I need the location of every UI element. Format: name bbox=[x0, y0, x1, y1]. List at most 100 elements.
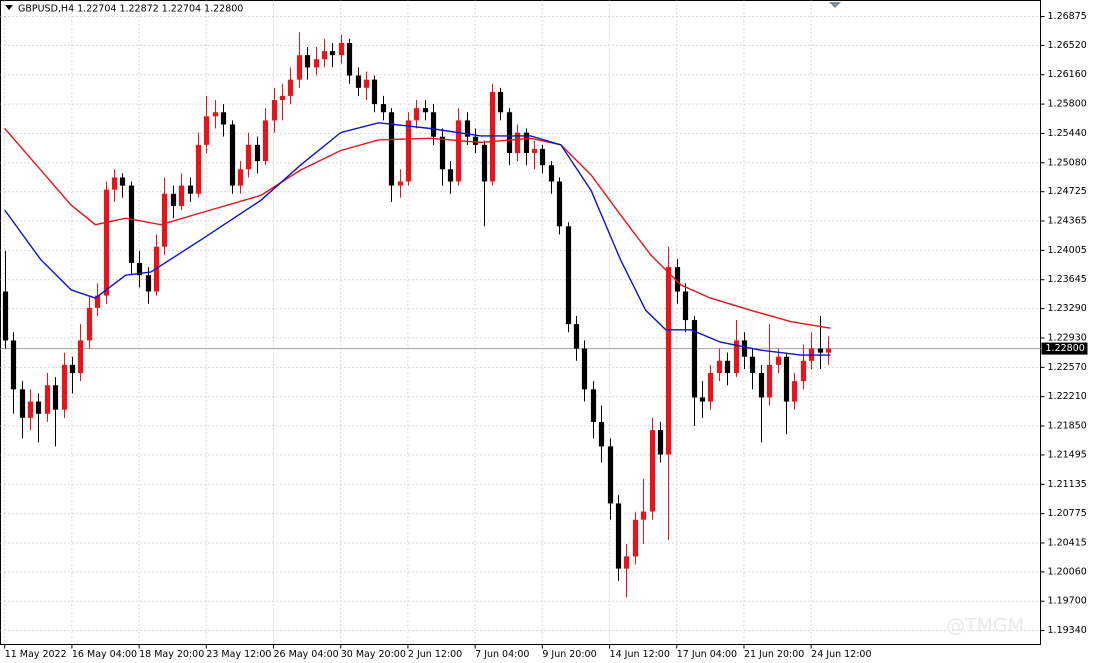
candle-body bbox=[187, 185, 194, 194]
x-tick-label: 30 May 20:00 bbox=[341, 649, 406, 660]
candle-body bbox=[657, 430, 664, 455]
x-tick-label: 14 Jun 12:00 bbox=[610, 649, 670, 660]
x-tick-label: 21 Jun 20:00 bbox=[744, 649, 804, 660]
y-tick-label: 1.25800 bbox=[1048, 99, 1087, 110]
candle-body bbox=[791, 381, 798, 402]
x-tick-label: 18 May 20:00 bbox=[139, 649, 204, 660]
y-tick-label: 1.22210 bbox=[1048, 391, 1087, 402]
candle-body bbox=[464, 120, 471, 137]
candle-body bbox=[472, 136, 479, 145]
candle-body bbox=[817, 348, 824, 353]
axes: 1.26875 1.26520 1.26160 1.25800 1.25440 1.250… bbox=[4, 11, 1088, 660]
x-tick-label: 16 May 04:00 bbox=[72, 649, 137, 660]
candle-body bbox=[10, 340, 17, 390]
y-tick-label: 1.21850 bbox=[1048, 421, 1087, 432]
candle-body bbox=[61, 364, 68, 410]
candle-body bbox=[825, 348, 832, 353]
y-tick-label: 1.22930 bbox=[1048, 332, 1087, 343]
candle-body bbox=[733, 340, 740, 374]
candle-body bbox=[296, 55, 303, 80]
candle-body bbox=[649, 430, 656, 512]
candle-body bbox=[699, 397, 706, 402]
y-tick-label: 1.19700 bbox=[1048, 596, 1087, 607]
candle-body bbox=[86, 307, 93, 341]
x-tick-label: 11 May 2022 bbox=[5, 649, 67, 660]
candle-body bbox=[439, 136, 446, 170]
y-tick-label: 1.21135 bbox=[1048, 479, 1087, 490]
candle-body bbox=[103, 189, 110, 296]
y-tick-label: 1.24725 bbox=[1048, 186, 1087, 197]
candle-body bbox=[640, 511, 647, 520]
candle-body bbox=[800, 360, 807, 382]
candle-body bbox=[2, 291, 9, 341]
candle-body bbox=[514, 132, 521, 153]
y-tick-label: 1.19340 bbox=[1048, 625, 1087, 636]
candle-body bbox=[489, 91, 496, 182]
x-tick-label: 2 Jun 12:00 bbox=[408, 649, 462, 660]
shift-marker[interactable] bbox=[829, 2, 841, 8]
candle-body bbox=[749, 356, 756, 374]
plot-frame bbox=[0, 0, 1041, 645]
y-tick-label: 1.23645 bbox=[1048, 274, 1087, 285]
candle-body bbox=[279, 95, 286, 101]
candle-body bbox=[556, 181, 563, 227]
y-tick-label: 1.20775 bbox=[1048, 508, 1087, 519]
candle-body bbox=[94, 295, 101, 308]
candle-body bbox=[203, 116, 210, 145]
x-tick-label: 23 May 12:00 bbox=[206, 649, 271, 660]
candle-body bbox=[615, 503, 622, 569]
candle-body bbox=[783, 356, 790, 402]
candle-body bbox=[212, 112, 219, 117]
candle-body bbox=[716, 360, 723, 374]
y-tick-label: 1.23290 bbox=[1048, 303, 1087, 314]
candle-body bbox=[691, 320, 698, 398]
candle-body bbox=[338, 42, 345, 56]
candle-body bbox=[758, 373, 765, 398]
candle-body bbox=[430, 112, 437, 137]
menu-arrow[interactable] bbox=[5, 5, 13, 10]
candle-body bbox=[245, 144, 252, 170]
candle-body bbox=[539, 148, 546, 166]
candle-body bbox=[497, 91, 504, 113]
candle-body bbox=[128, 185, 135, 264]
candle-body bbox=[623, 556, 630, 569]
y-tick-label: 1.26875 bbox=[1048, 11, 1087, 22]
candle-body bbox=[455, 120, 462, 182]
candle-body bbox=[329, 51, 336, 56]
candle-body bbox=[170, 193, 177, 206]
candle-body bbox=[573, 324, 580, 349]
y-tick-label: 1.21495 bbox=[1048, 449, 1087, 460]
candle-body bbox=[346, 42, 353, 76]
candle-body bbox=[682, 291, 689, 321]
candle-body bbox=[707, 373, 714, 402]
candle-body bbox=[481, 144, 488, 182]
candle-body bbox=[111, 177, 118, 190]
candle-body bbox=[523, 132, 530, 153]
moving-average bbox=[4, 128, 831, 329]
candle-body bbox=[590, 389, 597, 422]
moving-average bbox=[4, 122, 831, 356]
x-tick-label: 24 Jun 12:00 bbox=[811, 649, 871, 660]
watermark: @TMGM bbox=[946, 615, 1024, 637]
candle-body bbox=[19, 389, 26, 418]
candle-body bbox=[598, 421, 605, 447]
candle-body bbox=[581, 348, 588, 390]
candle-body bbox=[52, 385, 59, 410]
x-tick-label: 9 Jun 20:00 bbox=[542, 649, 596, 660]
y-tick-label: 1.22570 bbox=[1048, 362, 1087, 373]
candle-body bbox=[766, 364, 773, 398]
candle-body bbox=[405, 120, 412, 182]
candle-body bbox=[262, 120, 269, 162]
candle-body bbox=[506, 112, 513, 153]
y-tick-label: 1.26160 bbox=[1048, 69, 1087, 80]
candle-body bbox=[35, 401, 42, 414]
grid bbox=[0, 0, 1041, 645]
candle-body bbox=[548, 165, 555, 182]
candle-body bbox=[304, 55, 311, 68]
candle-body bbox=[380, 104, 387, 113]
candle-body bbox=[355, 75, 362, 88]
y-tick-label: 1.25440 bbox=[1048, 128, 1087, 139]
y-tick-label: 1.25080 bbox=[1048, 157, 1087, 168]
candle-body bbox=[607, 446, 614, 504]
